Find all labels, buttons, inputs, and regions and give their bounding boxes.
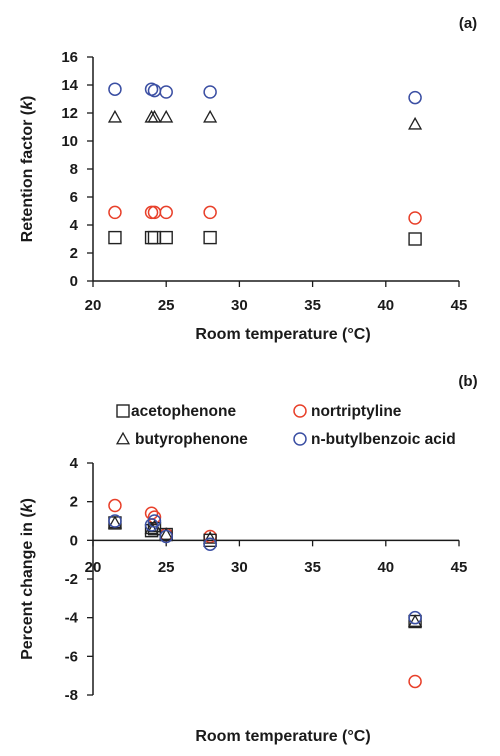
chart-a: 0 2 4 6 8 10 12 14 16 20 25 30 35 40 45 Room temperatur… xyxy=(19,15,477,343)
x-tick-label: 45 xyxy=(451,297,468,314)
panel-label: (a) xyxy=(459,15,477,32)
point-butyrophenone xyxy=(203,531,218,544)
y-tick-label: 8 xyxy=(70,161,78,178)
x-axis-label: Room temperature (°C) xyxy=(195,326,370,343)
y-axis-label: Percent change in (k) xyxy=(19,498,36,660)
point-n_butylbenzoic_acid xyxy=(408,610,422,625)
y-tick-label: 2 xyxy=(70,245,78,262)
point-acetophenone xyxy=(144,523,159,538)
y-tick-label: -8 xyxy=(65,687,78,704)
series-n_butylbenzoic_acid xyxy=(108,514,422,625)
point-nortriptyline xyxy=(144,506,159,521)
x-tick-label: 25 xyxy=(158,559,175,576)
point-nortriptyline xyxy=(408,674,422,689)
y-tick-label: 6 xyxy=(70,189,78,206)
x-tick-label: 40 xyxy=(377,559,394,576)
point-butyrophenone xyxy=(144,521,159,535)
legend-label-nortriptyline: nortriptyline xyxy=(311,403,402,420)
point-n_butylbenzoic_acid xyxy=(108,82,122,96)
y-tick-label: -2 xyxy=(65,571,78,588)
y-axis-label: Retention factor (k) xyxy=(19,96,36,243)
point-n_butylbenzoic_acid xyxy=(147,514,162,528)
x-tick-label: 45 xyxy=(451,559,468,576)
point-acetophenone xyxy=(147,230,162,245)
y-tick-label: 10 xyxy=(61,133,78,150)
point-n_butylbenzoic_acid xyxy=(108,514,122,528)
point-butyrophenone xyxy=(408,614,423,627)
y-tick-label: 14 xyxy=(61,77,78,94)
series-nortriptyline xyxy=(108,498,422,689)
point-nortriptyline xyxy=(203,205,217,220)
point-n_butylbenzoic_acid xyxy=(144,518,159,532)
series-butyrophenone xyxy=(107,109,423,130)
y-tick-label: -4 xyxy=(65,610,79,627)
point-butyrophenone xyxy=(147,109,162,123)
point-nortriptyline xyxy=(408,211,422,225)
point-acetophenone xyxy=(203,533,217,548)
x-tick-label: 25 xyxy=(158,297,175,314)
x-tick-label: 35 xyxy=(304,559,321,576)
point-butyrophenone xyxy=(203,109,218,123)
legend-label-n_butylbenzoic_acid: n-butylbenzoic acid xyxy=(311,431,456,448)
x-tick-label: 35 xyxy=(304,297,321,314)
legend-marker-n_butylbenzoic_acid xyxy=(293,432,307,446)
legend-marker-butyrophenone xyxy=(115,431,131,445)
x-tick-label: 40 xyxy=(377,297,394,314)
y-tick-label: 0 xyxy=(70,273,78,290)
chart-b: -8 -6 -4 -2 0 2 4 20 25 30 35 40 45 Room temperature … xyxy=(19,373,478,745)
point-nortriptyline xyxy=(108,498,122,513)
x-tick-label: 20 xyxy=(85,297,102,314)
series-acetophenone xyxy=(108,230,422,246)
x-tick-label: 30 xyxy=(231,559,248,576)
series-butyrophenone xyxy=(107,515,423,627)
point-acetophenone xyxy=(108,230,122,245)
panel-label: (b) xyxy=(458,373,477,390)
point-n_butylbenzoic_acid xyxy=(159,85,173,99)
series-nortriptyline xyxy=(108,205,422,225)
y-tick-label: 16 xyxy=(61,49,78,66)
y-tick-label: 0 xyxy=(70,532,78,549)
point-acetophenone xyxy=(203,230,217,245)
point-acetophenone xyxy=(159,230,173,245)
x-tick-label: 30 xyxy=(231,297,248,314)
x-tick-label: 20 xyxy=(85,559,102,576)
series-n_butylbenzoic_acid xyxy=(108,82,422,105)
x-axis-label: Room temperature (°C) xyxy=(195,728,370,745)
legend-label-acetophenone: acetophenone xyxy=(131,403,236,420)
point-acetophenone xyxy=(144,230,159,245)
y-tick-label: -6 xyxy=(65,648,78,665)
point-nortriptyline xyxy=(147,205,162,220)
point-nortriptyline xyxy=(108,205,122,220)
point-butyrophenone xyxy=(159,109,174,123)
point-butyrophenone xyxy=(107,109,123,123)
point-butyrophenone xyxy=(159,527,174,540)
legend-marker-nortriptyline xyxy=(293,404,307,418)
legend: acetophenone nortriptyline butyrophenone n-… xyxy=(115,403,456,448)
point-acetophenone xyxy=(408,232,422,246)
legend-label-butyrophenone: butyrophenone xyxy=(135,431,248,448)
point-n_butylbenzoic_acid xyxy=(408,90,422,105)
legend-marker-acetophenone xyxy=(116,404,130,418)
point-n_butylbenzoic_acid xyxy=(159,529,173,544)
y-tick-label: 12 xyxy=(61,105,78,122)
y-tick-label: 4 xyxy=(70,217,79,234)
point-nortriptyline xyxy=(144,205,159,220)
point-n_butylbenzoic_acid xyxy=(203,537,217,551)
point-butyrophenone xyxy=(408,116,423,130)
point-nortriptyline xyxy=(159,205,173,220)
point-n_butylbenzoic_acid xyxy=(203,85,217,99)
y-tick-label: 4 xyxy=(70,455,79,472)
y-tick-label: 2 xyxy=(70,494,78,511)
